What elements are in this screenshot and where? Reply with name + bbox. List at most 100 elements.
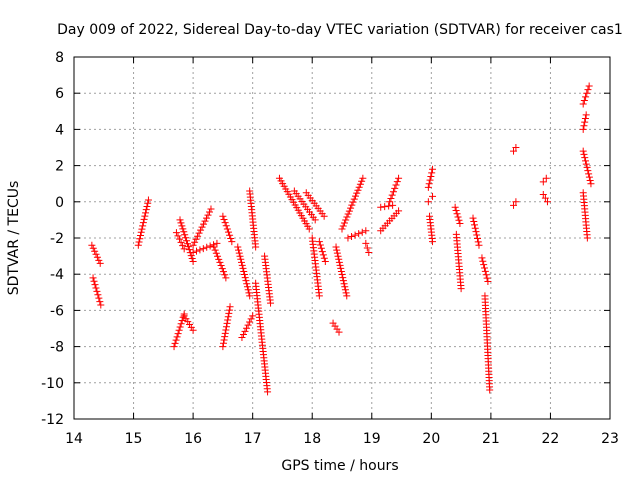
data-point — [90, 277, 98, 285]
data-point — [583, 234, 591, 242]
data-point — [182, 315, 190, 323]
data-point — [177, 219, 185, 227]
data-point — [337, 264, 345, 272]
data-point — [89, 244, 97, 252]
data-point — [217, 262, 225, 270]
data-point — [424, 198, 432, 206]
data-point — [204, 211, 212, 219]
data-point — [424, 183, 432, 191]
data-point — [206, 242, 214, 250]
data-point — [234, 243, 242, 251]
data-point — [243, 324, 251, 332]
data-point — [362, 227, 370, 235]
data-point — [95, 256, 103, 264]
data-point — [543, 198, 551, 206]
y-axis-ticks: 8 6 4 2 0 -2 -4 -6 -8 -10 -12 — [41, 50, 610, 428]
data-point — [193, 247, 201, 255]
data-point — [173, 333, 181, 341]
x-tick-label: 23 — [601, 431, 619, 447]
data-point — [222, 326, 230, 334]
data-point — [512, 144, 520, 151]
data-point — [246, 292, 254, 300]
data-point — [179, 225, 187, 233]
data-point — [395, 207, 403, 215]
data-point — [244, 286, 252, 294]
data-point — [481, 264, 489, 272]
data-point — [319, 251, 327, 259]
data-point — [340, 219, 348, 227]
data-point — [95, 294, 103, 302]
data-point — [93, 287, 101, 295]
data-point — [226, 231, 234, 239]
data-point — [185, 246, 193, 254]
data-point — [339, 222, 347, 230]
data-point — [184, 243, 192, 251]
x-tick-label: 14 — [65, 431, 83, 447]
data-point — [96, 259, 104, 267]
data-point — [141, 212, 149, 220]
data-point — [483, 274, 491, 282]
data-point — [510, 201, 518, 209]
data-point — [429, 192, 437, 200]
data-point — [189, 241, 197, 249]
data-point — [238, 334, 246, 342]
data-point — [332, 243, 340, 251]
data-point — [377, 203, 385, 211]
data-point — [355, 230, 363, 238]
data-point — [216, 258, 224, 266]
data-point — [221, 329, 229, 337]
data-point — [341, 283, 349, 291]
data-point — [486, 386, 494, 394]
data-point — [140, 215, 148, 223]
data-point — [453, 210, 461, 218]
data-point — [189, 258, 197, 266]
data-point — [245, 289, 253, 297]
data-point — [354, 186, 362, 194]
data-point — [457, 285, 465, 293]
data-point — [214, 252, 222, 260]
data-point — [177, 320, 185, 328]
data-point — [395, 174, 403, 182]
data-point — [335, 328, 343, 336]
data-point — [339, 277, 347, 285]
data-point — [335, 258, 343, 266]
data-point — [219, 268, 227, 276]
data-point — [247, 315, 255, 323]
data-point — [196, 246, 204, 254]
data-point — [315, 238, 323, 246]
data-point — [93, 253, 101, 261]
data-point — [336, 261, 344, 269]
data-point — [479, 257, 487, 265]
data-point — [585, 82, 593, 90]
x-tick-label: 15 — [125, 431, 143, 447]
data-point — [144, 199, 152, 207]
data-point — [192, 235, 200, 243]
data-point — [474, 238, 482, 246]
data-point — [427, 172, 435, 180]
data-point — [582, 157, 590, 165]
data-point — [220, 215, 228, 223]
data-point — [249, 312, 257, 320]
data-point — [542, 174, 550, 182]
data-point — [198, 223, 206, 231]
data-point — [222, 274, 230, 282]
data-point — [182, 234, 190, 242]
data-point — [92, 284, 100, 292]
data-point — [391, 184, 399, 192]
data-point — [97, 301, 105, 309]
data-point — [138, 225, 146, 233]
data-point — [454, 213, 462, 221]
data-point — [181, 231, 189, 239]
data-point — [195, 229, 203, 237]
data-point — [237, 255, 245, 263]
data-point — [347, 204, 355, 212]
data-point — [187, 323, 195, 331]
data-point — [200, 220, 208, 228]
data-point — [387, 194, 395, 202]
data-point — [244, 321, 252, 329]
data-point — [224, 228, 232, 236]
y-tick-label: -2 — [50, 231, 64, 247]
data-point — [136, 232, 144, 240]
data-point — [199, 245, 207, 253]
